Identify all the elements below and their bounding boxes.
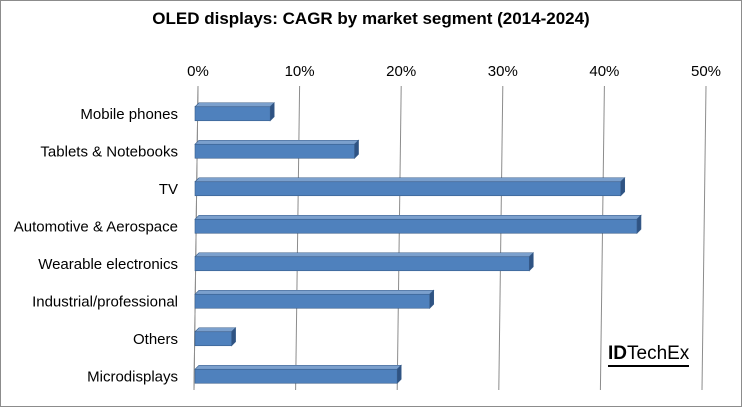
bar bbox=[194, 364, 402, 384]
gridline bbox=[701, 85, 707, 391]
category-label: Wearable electronics bbox=[38, 256, 178, 273]
bar bbox=[194, 252, 535, 272]
bar bbox=[194, 327, 237, 347]
category-label: Others bbox=[133, 331, 178, 348]
gridline bbox=[498, 85, 504, 391]
chart-title: OLED displays: CAGR by market segment (2… bbox=[152, 9, 590, 28]
bar bbox=[194, 214, 642, 234]
category-label: TV bbox=[159, 181, 178, 198]
tick-labels: 0% 10% 20% 30% 40% 50% bbox=[187, 63, 721, 80]
category-label: Microdisplays bbox=[87, 368, 178, 385]
x-tick-label: 0% bbox=[187, 63, 209, 80]
category-label: Automotive & Aerospace bbox=[14, 218, 178, 235]
bar bbox=[194, 177, 626, 197]
x-tick-label: 50% bbox=[691, 63, 721, 80]
bar bbox=[194, 289, 435, 309]
category-label: Tablets & Notebooks bbox=[40, 143, 178, 160]
logo-techex: TechEx bbox=[627, 343, 690, 364]
x-tick-label: 10% bbox=[285, 63, 315, 80]
x-tick-label: 40% bbox=[589, 63, 619, 80]
bars bbox=[194, 102, 642, 384]
gridline bbox=[295, 85, 301, 391]
category-label: Industrial/professional bbox=[32, 293, 178, 310]
gridlines bbox=[193, 85, 707, 391]
bar bbox=[194, 102, 275, 122]
x-tick-label: 20% bbox=[386, 63, 416, 80]
y-axis-line bbox=[193, 85, 199, 391]
category-labels: Mobile phones Tablets & Notebooks TV Automo… bbox=[14, 106, 178, 386]
bar bbox=[194, 139, 360, 159]
logo-id: ID bbox=[608, 343, 627, 364]
x-tick-label: 30% bbox=[488, 63, 518, 80]
gridline bbox=[396, 85, 402, 391]
gridline bbox=[599, 85, 605, 391]
idtechex-logo: IDTechEx bbox=[608, 343, 690, 367]
category-label: Mobile phones bbox=[80, 106, 178, 123]
